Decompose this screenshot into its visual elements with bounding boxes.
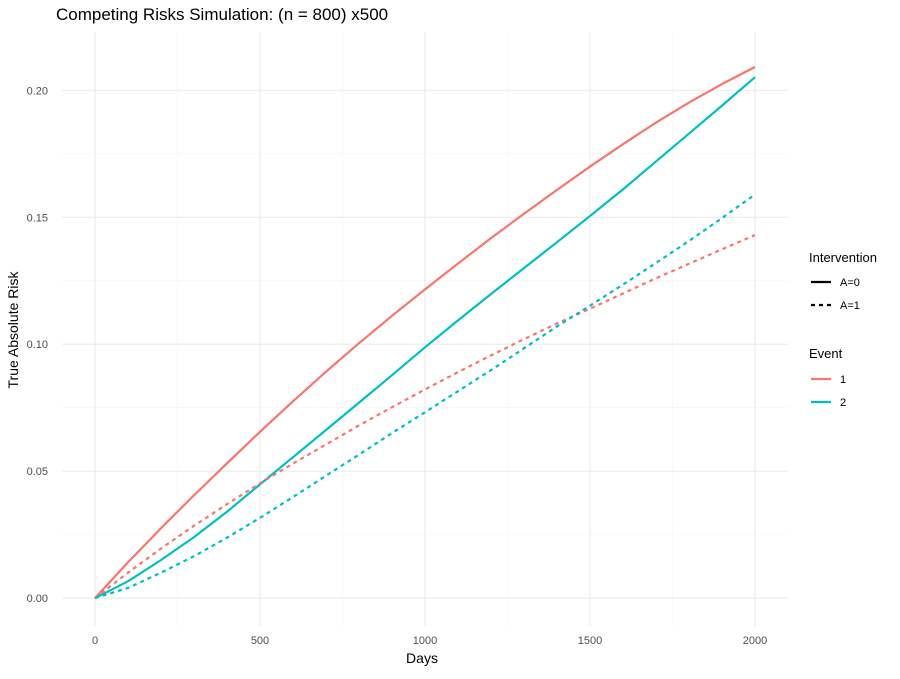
- y-tick-label: 0.10: [27, 339, 48, 351]
- series-line-event1-A0: [94, 66, 756, 599]
- series-line-event1-A1: [94, 234, 756, 599]
- series-line-event2-A1: [94, 193, 756, 600]
- x-axis-title: Days: [406, 650, 438, 666]
- legend-label: A=0: [840, 277, 860, 289]
- legend-label: A=1: [840, 300, 860, 312]
- series-group: [94, 66, 756, 600]
- legend-title: Intervention: [809, 250, 877, 265]
- chart-title: Competing Risks Simulation: (n = 800) x5…: [56, 5, 388, 24]
- x-tick-label: 500: [251, 635, 269, 647]
- legend: Intervention A=0 A=1 Event 1 2: [809, 250, 877, 409]
- legend-label: 1: [840, 374, 846, 386]
- x-tick-label: 0: [92, 635, 98, 647]
- legend-label: 2: [840, 397, 846, 409]
- legend-title: Event: [809, 346, 843, 361]
- x-tick-label: 1000: [413, 635, 437, 647]
- series-line-event2-A0: [94, 76, 756, 600]
- axes: 0 500 1000 1500 2000 0.00 0.05 0.10 0.15 0.20: [27, 85, 768, 647]
- y-axis-title: True Absolute Risk: [5, 271, 21, 389]
- y-tick-label: 0.20: [27, 85, 48, 97]
- x-tick-label: 1500: [578, 635, 602, 647]
- y-tick-label: 0.05: [27, 466, 48, 478]
- y-tick-label: 0.00: [27, 593, 48, 605]
- x-tick-label: 2000: [743, 635, 767, 647]
- grid: [62, 32, 788, 626]
- y-tick-label: 0.15: [27, 212, 48, 224]
